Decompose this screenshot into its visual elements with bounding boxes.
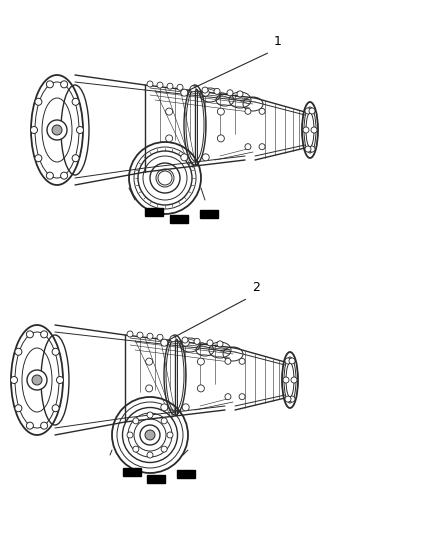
Circle shape bbox=[182, 339, 189, 346]
Circle shape bbox=[289, 396, 295, 402]
Circle shape bbox=[133, 446, 139, 452]
Bar bbox=[170, 215, 188, 223]
Circle shape bbox=[27, 370, 47, 390]
Circle shape bbox=[140, 425, 160, 445]
Circle shape bbox=[285, 358, 291, 364]
Circle shape bbox=[147, 81, 153, 87]
Circle shape bbox=[41, 331, 48, 338]
Circle shape bbox=[259, 144, 265, 150]
Circle shape bbox=[147, 452, 153, 458]
Circle shape bbox=[31, 126, 38, 133]
Circle shape bbox=[161, 418, 167, 424]
Circle shape bbox=[145, 430, 155, 440]
Circle shape bbox=[182, 404, 189, 411]
Circle shape bbox=[72, 98, 79, 106]
Bar bbox=[177, 470, 195, 478]
Circle shape bbox=[161, 339, 168, 346]
Circle shape bbox=[127, 331, 133, 337]
Circle shape bbox=[52, 348, 59, 356]
Circle shape bbox=[198, 385, 205, 392]
Circle shape bbox=[52, 405, 59, 411]
Circle shape bbox=[245, 144, 251, 150]
Circle shape bbox=[285, 396, 291, 402]
Circle shape bbox=[202, 87, 208, 93]
Circle shape bbox=[239, 394, 245, 400]
Circle shape bbox=[57, 376, 64, 384]
Circle shape bbox=[147, 412, 153, 418]
Circle shape bbox=[41, 422, 48, 429]
Circle shape bbox=[46, 172, 53, 179]
Circle shape bbox=[198, 358, 205, 365]
Circle shape bbox=[289, 358, 295, 364]
Circle shape bbox=[217, 135, 224, 142]
Circle shape bbox=[77, 126, 84, 133]
Circle shape bbox=[303, 127, 309, 133]
Circle shape bbox=[26, 331, 33, 338]
Circle shape bbox=[237, 91, 243, 97]
Circle shape bbox=[158, 171, 172, 185]
Circle shape bbox=[166, 108, 173, 115]
Circle shape bbox=[190, 86, 196, 92]
Circle shape bbox=[202, 154, 209, 161]
Circle shape bbox=[133, 418, 139, 424]
Circle shape bbox=[194, 338, 200, 344]
Circle shape bbox=[60, 81, 67, 88]
Circle shape bbox=[202, 89, 209, 96]
Circle shape bbox=[161, 446, 167, 452]
Circle shape bbox=[157, 334, 163, 340]
Circle shape bbox=[305, 108, 311, 114]
Circle shape bbox=[166, 135, 173, 142]
Text: 2: 2 bbox=[252, 281, 260, 294]
Circle shape bbox=[214, 88, 220, 94]
Circle shape bbox=[72, 155, 79, 161]
Circle shape bbox=[225, 358, 231, 365]
Circle shape bbox=[305, 146, 311, 152]
Circle shape bbox=[157, 82, 163, 88]
Bar bbox=[147, 475, 165, 483]
Circle shape bbox=[259, 108, 265, 114]
Circle shape bbox=[217, 341, 223, 347]
Circle shape bbox=[291, 377, 297, 383]
Circle shape bbox=[207, 340, 213, 346]
Circle shape bbox=[26, 422, 33, 429]
Circle shape bbox=[47, 120, 67, 140]
Circle shape bbox=[167, 83, 173, 89]
Circle shape bbox=[182, 337, 188, 343]
Bar bbox=[123, 468, 141, 476]
Circle shape bbox=[35, 98, 42, 106]
Circle shape bbox=[309, 146, 315, 152]
Bar bbox=[145, 208, 163, 216]
Circle shape bbox=[147, 333, 153, 339]
Circle shape bbox=[161, 404, 168, 411]
Bar bbox=[200, 210, 218, 218]
Circle shape bbox=[145, 358, 152, 365]
Circle shape bbox=[145, 385, 152, 392]
Circle shape bbox=[239, 358, 245, 365]
Circle shape bbox=[167, 432, 173, 438]
Text: 1: 1 bbox=[274, 35, 282, 48]
Circle shape bbox=[35, 155, 42, 161]
Circle shape bbox=[283, 377, 289, 383]
Circle shape bbox=[309, 108, 315, 114]
Circle shape bbox=[46, 81, 53, 88]
Circle shape bbox=[181, 89, 188, 96]
Circle shape bbox=[181, 154, 188, 161]
Circle shape bbox=[311, 127, 317, 133]
Circle shape bbox=[15, 405, 22, 411]
Circle shape bbox=[227, 90, 233, 96]
Circle shape bbox=[127, 432, 133, 438]
Circle shape bbox=[32, 375, 42, 385]
Circle shape bbox=[52, 125, 62, 135]
Circle shape bbox=[177, 84, 183, 90]
Circle shape bbox=[225, 394, 231, 400]
Circle shape bbox=[11, 376, 18, 384]
Circle shape bbox=[170, 336, 176, 342]
Circle shape bbox=[137, 332, 143, 338]
Circle shape bbox=[217, 108, 224, 115]
Circle shape bbox=[60, 172, 67, 179]
Circle shape bbox=[245, 108, 251, 114]
Circle shape bbox=[15, 348, 22, 356]
